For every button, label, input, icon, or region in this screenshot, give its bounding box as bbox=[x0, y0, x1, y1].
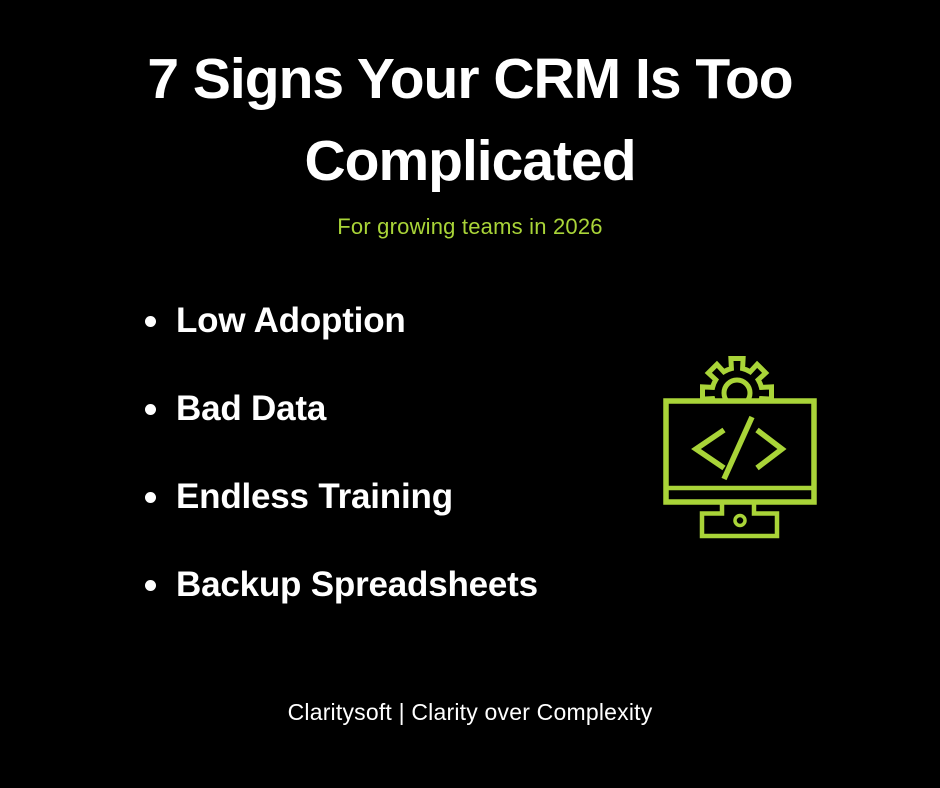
code-monitor-gear-svg bbox=[663, 356, 817, 539]
bullet-dot-icon bbox=[145, 579, 156, 591]
monitor-stand-icon bbox=[699, 502, 780, 539]
title-line-2: Complicated bbox=[304, 129, 636, 193]
bullet-label: Bad Data bbox=[176, 389, 327, 428]
monitor-icon bbox=[663, 398, 817, 505]
bullet-dot-icon bbox=[145, 491, 156, 503]
code-brackets-icon bbox=[691, 415, 787, 481]
bullet-list: Low Adoption Bad Data Endless Training B… bbox=[145, 301, 538, 605]
page-title: 7 Signs Your CRM Is Too Complicated bbox=[0, 38, 940, 202]
bullet-label: Endless Training bbox=[176, 477, 453, 516]
footer: Claritysoft | Clarity over Complexity bbox=[0, 699, 940, 726]
bullet-dot-icon bbox=[145, 403, 156, 415]
bullet-label: Low Adoption bbox=[176, 301, 406, 340]
subtitle: For growing teams in 2026 bbox=[337, 214, 603, 239]
code-monitor-gear-icon bbox=[659, 352, 819, 542]
header: 7 Signs Your CRM Is Too Complicated For … bbox=[0, 38, 940, 240]
list-item: Low Adoption bbox=[145, 301, 538, 341]
title-line-1: 7 Signs Your CRM Is Too bbox=[147, 47, 793, 111]
footer-text: Claritysoft | Clarity over Complexity bbox=[287, 699, 653, 725]
list-item: Endless Training bbox=[145, 477, 538, 517]
list-item: Backup Spreadsheets bbox=[145, 565, 538, 605]
bullet-dot-icon bbox=[145, 315, 156, 327]
bullet-label: Backup Spreadsheets bbox=[176, 565, 538, 604]
list-item: Bad Data bbox=[145, 389, 538, 429]
